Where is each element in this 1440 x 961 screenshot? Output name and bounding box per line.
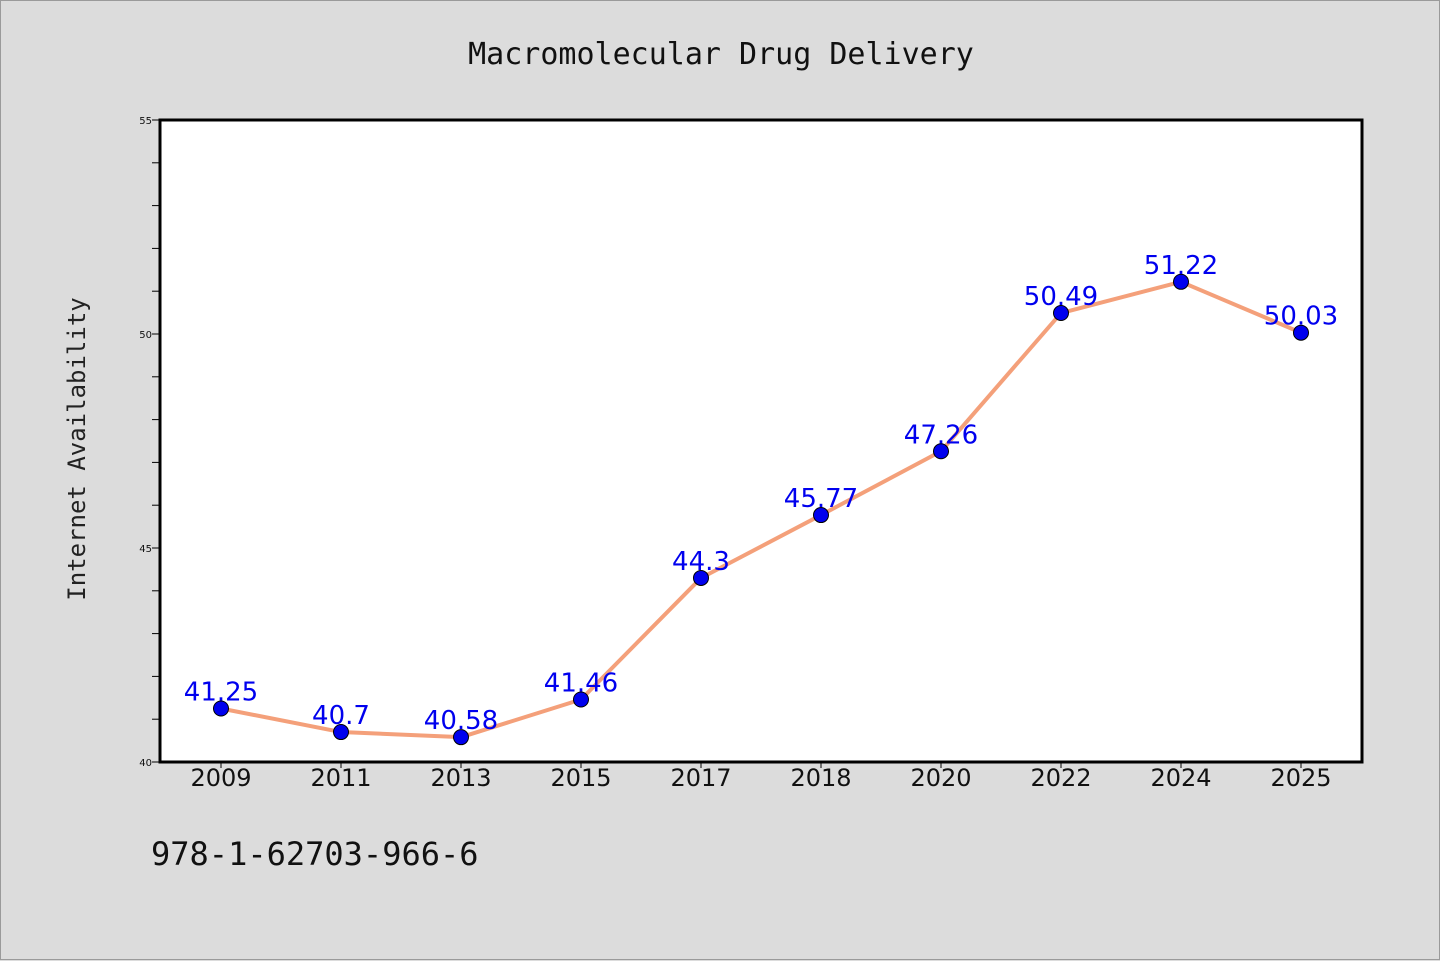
y-tick-label: 55 — [139, 116, 152, 127]
x-tick-label: 2013 — [430, 764, 491, 792]
data-point — [1053, 305, 1069, 322]
x-tick-label: 2018 — [790, 764, 851, 792]
x-tick-label: 2024 — [1150, 764, 1211, 792]
x-tick-label: 2015 — [550, 764, 611, 792]
chart-title: Macromolecular Drug Delivery — [468, 37, 974, 72]
data-label: 51.22 — [1144, 251, 1218, 281]
data-label: 50.49 — [1024, 282, 1098, 312]
data-point — [1173, 273, 1189, 290]
data-label: 41.46 — [544, 669, 618, 699]
y-tick-label: 45 — [139, 544, 152, 555]
data-point — [333, 724, 349, 741]
data-points — [213, 273, 1309, 746]
x-tick-label: 2009 — [190, 764, 251, 792]
y-axis: 40 45 50 55 — [139, 116, 160, 769]
y-tick-label: 50 — [139, 330, 152, 341]
data-label: 41.25 — [184, 678, 258, 708]
x-tick-label: 2025 — [1270, 764, 1331, 792]
data-label: 47.26 — [904, 420, 978, 450]
data-label: 50.03 — [1264, 302, 1338, 332]
data-labels: 41.25 40.7 40.58 41.46 44.3 45.77 47.26 50.49 51… — [184, 251, 1338, 736]
footer-isbn: 978-1-62703-966-6 — [151, 835, 479, 873]
data-label: 40.7 — [312, 701, 370, 731]
x-axis: 2009 2011 2013 2015 2017 2018 2020 2022 2024 2025 — [190, 762, 1332, 792]
data-point — [213, 700, 229, 717]
data-label: 44.3 — [672, 547, 730, 577]
data-point — [453, 729, 469, 746]
y-tick-label: 40 — [139, 758, 152, 769]
x-tick-label: 2020 — [910, 764, 971, 792]
y-axis-label: Internet Availability — [63, 297, 91, 600]
plot-border — [158, 118, 1364, 764]
data-point — [933, 443, 949, 460]
plot-area — [160, 120, 1362, 762]
data-point — [693, 569, 709, 586]
data-label: 40.58 — [424, 706, 498, 736]
x-tick-label: 2022 — [1030, 764, 1091, 792]
series-line — [220, 279, 1302, 740]
x-tick-label: 2017 — [670, 764, 731, 792]
data-point — [1293, 324, 1309, 341]
data-point — [573, 691, 589, 708]
data-point — [813, 507, 829, 524]
x-tick-label: 2011 — [310, 764, 371, 792]
data-label: 45.77 — [784, 484, 858, 514]
